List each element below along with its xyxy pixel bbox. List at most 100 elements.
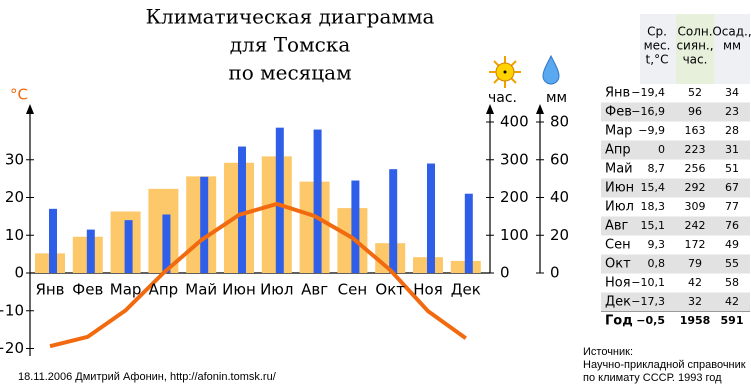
x-tick-label: Окт [375,281,405,299]
y3-tick-label: 20 [550,226,569,244]
credit: 18.11.2006 Дмитрий Афонин, http://afonin… [18,371,277,383]
table-cell: 163 [685,124,706,137]
table-cell: 18,3 [641,200,666,213]
temperature-line [49,201,467,349]
y-tick-label: 0 [14,264,24,282]
table-cell: −10,1 [631,276,665,289]
table-cell: 172 [685,238,706,251]
table-cell: 309 [685,200,706,213]
table-cell: 96 [688,105,702,118]
table-cell: 223 [685,143,706,156]
y2-tick-label: 300 [500,150,529,168]
bar [427,163,435,273]
table-cell: 9,3 [648,238,666,251]
y-axis-label: °C [10,86,28,104]
table-cell: Июн [605,181,634,196]
y-tick-label: 10 [5,226,24,244]
source-note: Источник: [583,346,633,358]
table-header: мес. [644,39,671,53]
bar [389,169,398,273]
x-tick-label: Ноя [413,281,442,299]
table-cell: 15,1 [641,219,666,232]
table-cell: Май [605,162,633,177]
y-tick-label: −20 [0,339,24,357]
y2-tick-label: 100 [500,226,529,244]
table-footer: 1958 [680,314,711,327]
x-tick-label: Дек [451,281,481,299]
table-footer: 591 [721,314,744,327]
table-header: Осад., [712,25,751,39]
table-cell: Ноя [605,276,631,291]
y-tick-label: −10 [0,301,24,319]
table-cell: Янв [605,86,630,101]
table-cell: 0 [658,143,665,156]
table-cell: 31 [725,143,739,156]
table-cell: 242 [685,219,706,232]
y2-tick-label: 200 [500,188,529,206]
table-cell: Сен [605,238,631,253]
bar [162,214,171,273]
table-header: Ср. [647,25,667,39]
x-tick-label: Сен [338,281,368,299]
x-tick-label: Янв [35,281,64,299]
table-cell: 15,4 [641,181,666,194]
table-cell: −9,9 [638,124,665,137]
bar [275,127,284,273]
row-bg [601,216,750,236]
table-header: мм [723,39,741,53]
drop-icon [542,54,560,85]
row-bg [601,102,750,122]
table-cell: 58 [725,276,739,289]
y3-tick-label: 0 [550,264,560,282]
table-cell: 51 [725,162,739,175]
table-cell: 256 [685,162,706,175]
chart-title: для Томска [230,33,351,57]
y2-axis-arrow [486,104,494,114]
y3-tick-label: 80 [550,113,569,131]
table-cell: 67 [725,181,739,194]
y3-tick-label: 60 [550,150,569,168]
y2-tick-label: 400 [500,113,529,131]
table-cell: 34 [725,86,739,99]
bar [351,180,360,273]
x-tick-label: Мар [110,281,142,299]
table-header: час. [683,53,708,67]
table-cell: Дек [605,295,631,310]
row-bg [601,254,750,274]
source-note: Научно-прикладной справочник [583,359,746,371]
table-cell: 23 [725,105,739,118]
table-cell: 42 [725,295,739,308]
table-cell: 55 [725,257,739,270]
table-footer: Год [605,314,633,329]
header-bg [714,14,750,84]
table-cell: Апр [605,143,631,158]
table-header: Солн. [677,25,712,39]
table-cell: Июл [605,200,634,215]
bar [464,193,473,273]
table-cell: −19,4 [631,86,665,99]
table-cell: Окт [605,257,631,272]
table-cell: 292 [685,181,706,194]
x-tick-label: Июн [222,281,256,299]
x-tick-label: Фев [72,281,103,299]
row-bg [601,178,750,198]
table-cell: 32 [688,295,702,308]
table-cell: Мар [605,124,632,139]
table-cell: 79 [688,257,702,270]
y3-axis-label: мм [546,90,567,106]
table-cell: 52 [688,86,702,99]
table-cell: −16,9 [631,105,665,118]
bar [238,146,246,273]
y-axis-arrow [26,104,34,114]
table-cell: 49 [725,238,739,251]
row-bg [601,140,750,160]
bar [86,229,95,273]
sun-icon [489,56,521,88]
header-bg [676,14,714,84]
table-cell: 77 [725,200,739,213]
bar [49,208,57,273]
table-cell: −17,3 [631,295,665,308]
x-tick-label: Апр [149,281,179,299]
y3-axis-arrow [536,104,544,114]
